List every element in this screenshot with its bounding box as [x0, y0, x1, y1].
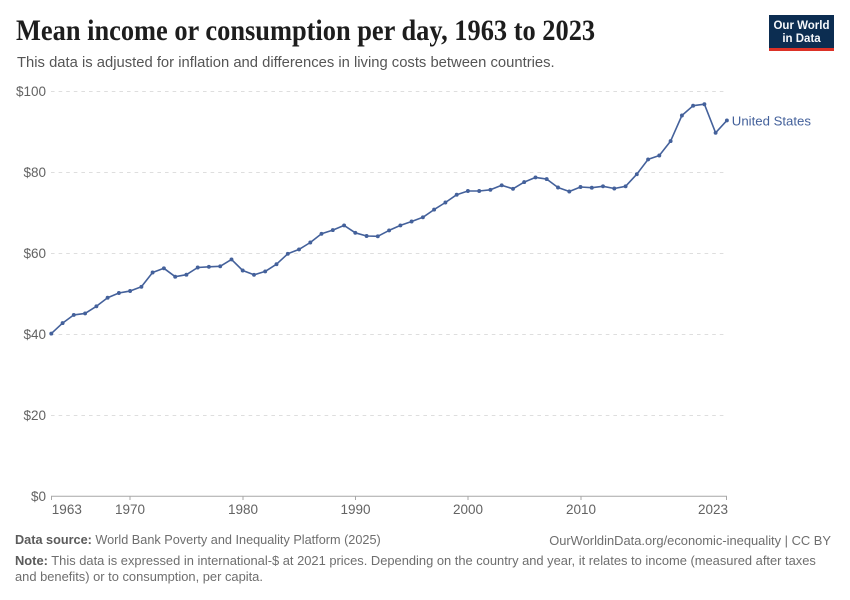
svg-text:1963: 1963: [52, 502, 82, 517]
svg-text:1990: 1990: [340, 502, 370, 517]
svg-text:$80: $80: [23, 165, 46, 180]
svg-text:$60: $60: [23, 246, 46, 261]
svg-text:$0: $0: [31, 489, 46, 504]
svg-text:2000: 2000: [453, 502, 483, 517]
svg-text:1970: 1970: [115, 502, 145, 517]
svg-text:$40: $40: [23, 327, 46, 342]
svg-text:$20: $20: [23, 408, 46, 423]
svg-text:2023: 2023: [698, 502, 728, 517]
svg-text:United States: United States: [732, 113, 812, 128]
svg-text:1980: 1980: [228, 502, 258, 517]
svg-text:2010: 2010: [566, 502, 596, 517]
svg-text:$100: $100: [16, 84, 46, 99]
